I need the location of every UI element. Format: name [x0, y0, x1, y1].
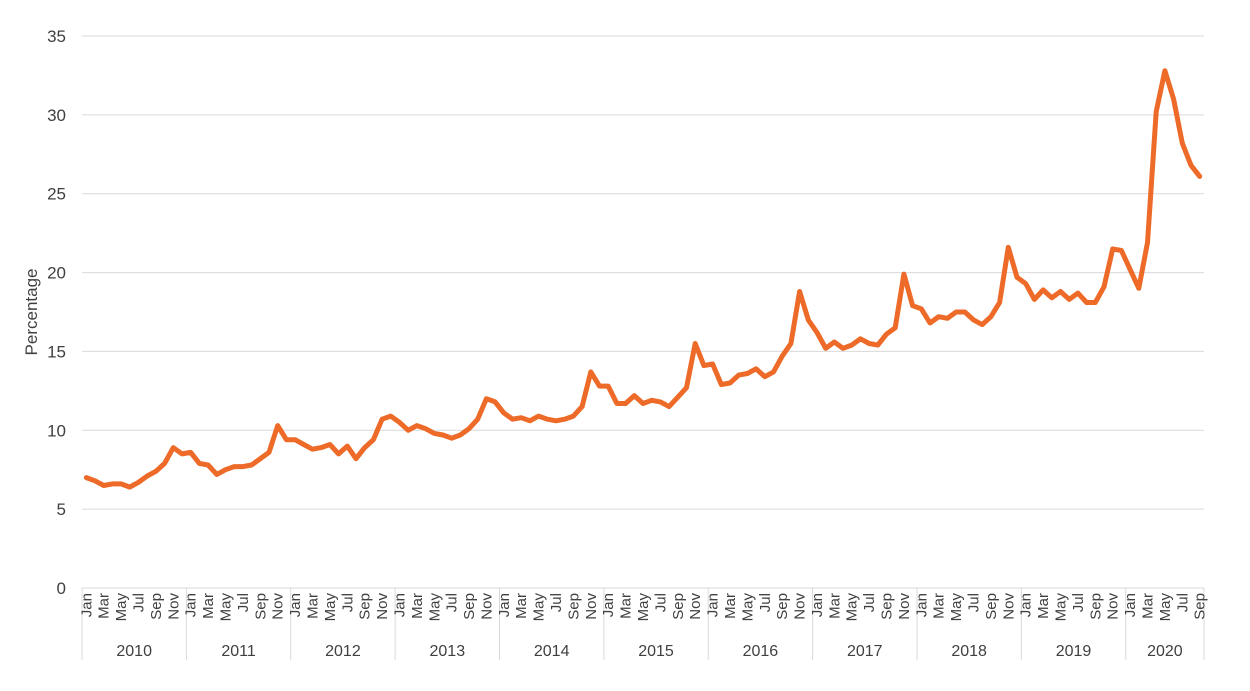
y-tick-label: 0 [57, 579, 66, 598]
y-tick-label: 25 [47, 185, 66, 204]
x-month-label: Sep [983, 593, 1000, 620]
x-year-label: 2019 [1056, 643, 1092, 660]
x-month-label: Nov [374, 593, 391, 620]
x-month-label: Jul [757, 593, 774, 612]
x-year-label: 2010 [116, 643, 152, 660]
x-month-label: Jan [809, 593, 826, 617]
y-tick-label: 5 [57, 500, 66, 519]
y-tick-label: 20 [47, 264, 66, 283]
x-month-label: Jan [287, 593, 304, 617]
x-month-label: Jul [1070, 593, 1087, 612]
x-month-label: Nov [583, 593, 600, 620]
x-month-label: Nov [896, 593, 913, 620]
x-month-label: Jan [496, 593, 513, 617]
x-month-label: Jan [78, 593, 95, 617]
x-month-label: Jul [1174, 593, 1191, 612]
x-month-label: May [426, 593, 443, 622]
x-month-label: May [1157, 593, 1174, 622]
x-year-label: 2014 [534, 643, 570, 660]
x-month-label: Sep [461, 593, 478, 620]
x-month-label: Mar [1139, 593, 1156, 619]
x-month-label: Jan [1018, 593, 1035, 617]
x-month-label: Nov [792, 593, 809, 620]
x-month-label: Mar [1035, 593, 1052, 619]
y-axis-ticks: 0 5 10 15 20 25 30 35 [47, 27, 66, 598]
x-month-label: Jan [913, 593, 930, 617]
x-month-label: May [739, 593, 756, 622]
x-month-label: May [322, 593, 339, 622]
x-month-label: May [531, 593, 548, 622]
x-month-label: Jul [444, 593, 461, 612]
x-month-label: May [1052, 593, 1069, 622]
x-month-label: Sep [565, 593, 582, 620]
x-month-label: Jan [705, 593, 722, 617]
x-year-label: 2012 [325, 643, 361, 660]
x-month-label: Nov [270, 593, 287, 620]
x-month-label: May [113, 593, 130, 622]
x-month-label: May [844, 593, 861, 622]
x-year-label: 2015 [638, 643, 674, 660]
x-month-label: Sep [148, 593, 165, 620]
x-month-label: Jan [183, 593, 200, 617]
x-month-label: May [635, 593, 652, 622]
x-month-label: Mar [722, 593, 739, 619]
x-month-label: Jul [548, 593, 565, 612]
x-year-label: 2018 [951, 643, 987, 660]
x-month-label: Mar [200, 593, 217, 619]
x-month-label: Nov [165, 593, 182, 620]
x-month-label: Jul [861, 593, 878, 612]
y-tick-label: 10 [47, 421, 66, 440]
y-tick-label: 30 [47, 106, 66, 125]
x-month-label: Mar [931, 593, 948, 619]
y-axis-title: Percentage [22, 269, 41, 356]
x-month-label: Mar [409, 593, 426, 619]
x-month-label: Jan [600, 593, 617, 617]
x-month-label: Jan [1122, 593, 1139, 617]
x-month-label: Sep [252, 593, 269, 620]
x-year-label: 2013 [430, 643, 466, 660]
gridlines [82, 35, 1204, 589]
x-month-label: Nov [1000, 593, 1017, 620]
x-month-label: Jul [652, 593, 669, 612]
x-month-label: Mar [304, 593, 321, 619]
y-tick-label: 15 [47, 342, 66, 361]
x-year-label: 2011 [221, 643, 256, 660]
x-month-label: Sep [670, 593, 687, 620]
x-month-label: Jul [131, 593, 148, 612]
x-month-label: Nov [478, 593, 495, 620]
x-month-label: Mar [826, 593, 843, 619]
x-month-label: Jan [391, 593, 408, 617]
x-year-label: 2020 [1147, 643, 1183, 660]
x-month-label: May [218, 593, 235, 622]
x-month-label: Mar [513, 593, 530, 619]
y-tick-label: 35 [47, 27, 66, 46]
x-month-label: Sep [1192, 593, 1209, 620]
x-month-label: Nov [1105, 593, 1122, 620]
x-month-label: Jul [339, 593, 356, 612]
x-month-label: Jul [235, 593, 252, 612]
x-month-label: Jul [966, 593, 983, 612]
x-month-label: Sep [774, 593, 791, 620]
x-month-label: Mar [96, 593, 113, 619]
x-year-label: 2016 [743, 643, 779, 660]
x-month-label: May [948, 593, 965, 622]
x-year-label: 2017 [847, 643, 883, 660]
x-month-label: Mar [618, 593, 635, 619]
x-month-label: Sep [1087, 593, 1104, 620]
x-month-label: Nov [687, 593, 704, 620]
x-month-label: Sep [879, 593, 896, 620]
x-month-label: Sep [357, 593, 374, 620]
percentage-series-line [83, 68, 1203, 490]
